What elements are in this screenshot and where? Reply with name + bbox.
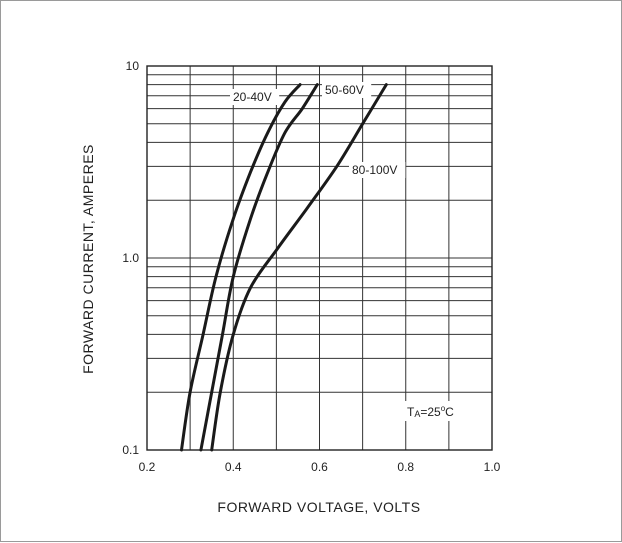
temp-unit: C: [445, 405, 454, 419]
series-label-1: 20-40V: [233, 90, 272, 104]
grid: [147, 66, 492, 450]
y-axis-title: FORWARD CURRENT, AMPERES: [80, 144, 96, 374]
temp-value: =25: [420, 405, 441, 419]
y-tick-label: 1.0: [122, 251, 139, 265]
temp-symbol: T: [407, 405, 415, 419]
x-tick-label: 0.4: [225, 460, 242, 474]
curves: [180, 83, 388, 452]
x-tick-label: 0.8: [397, 460, 414, 474]
series-line-2: [199, 83, 319, 452]
temp-degree: o: [441, 404, 446, 413]
x-axis-title: FORWARD VOLTAGE, VOLTS: [217, 499, 420, 515]
y-tick-label: 10: [126, 59, 140, 73]
x-tick-label: 0.6: [311, 460, 328, 474]
temperature-annotation-bg: [403, 401, 463, 421]
series-label-2: 50-60V: [325, 83, 364, 97]
temp-subscript: A: [414, 409, 420, 419]
x-tick-label: 0.2: [139, 460, 156, 474]
series-label-bg-1: [230, 89, 280, 105]
series-label-bg-3: [349, 162, 406, 178]
temperature-annotation: TA=25oC: [407, 404, 454, 419]
y-tick-label: 0.1: [122, 443, 139, 457]
series-line-1: [180, 83, 302, 452]
tick-labels: 0.2 0.4 0.6 0.8 1.0 0.1 1.0 10: [122, 59, 500, 474]
series-labels: 20-40V 50-60V 80-100V: [230, 82, 406, 178]
series-label-3: 80-100V: [352, 163, 397, 177]
plot-border: [146, 65, 493, 451]
series-line-3: [210, 83, 388, 452]
x-tick-label: 1.0: [484, 460, 501, 474]
series-label-bg-2: [322, 82, 372, 98]
